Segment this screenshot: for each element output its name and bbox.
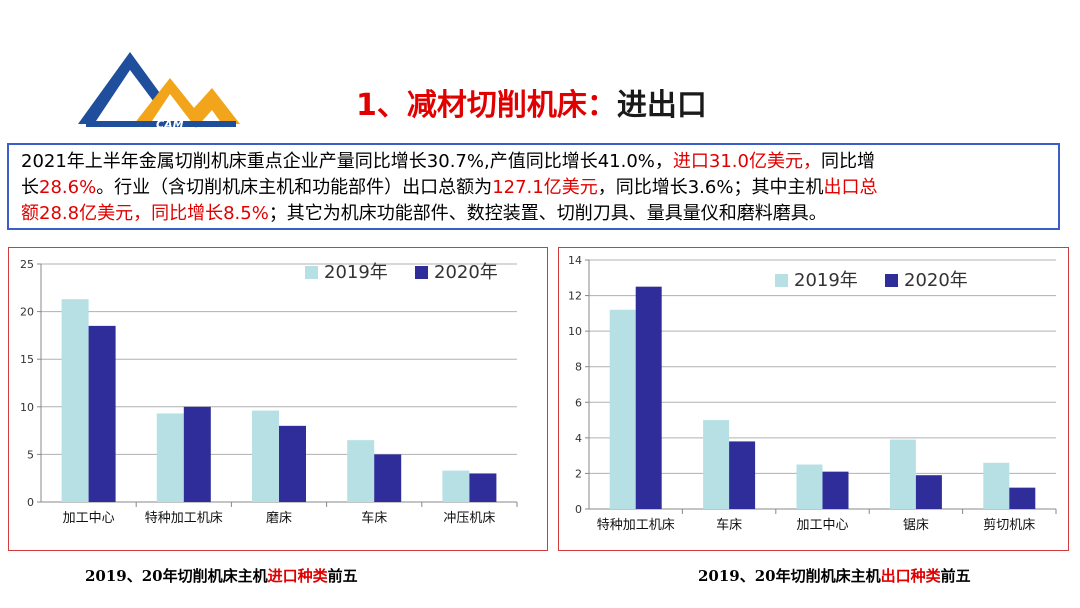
caption-segment: 2019、20年切削机床主机 [85,567,268,585]
bar-2020 [374,454,402,502]
summary-segment: 2021年上半年金属切削机床重点企业产量同比增长30.7%,产值同比增长41.0… [21,151,673,172]
caption-segment: 前五 [327,567,358,585]
x-category-label: 剪切机床 [983,517,1035,533]
bar-2019 [252,410,279,502]
page-title: 1、减材切削机床：进出口 [356,80,707,124]
summary-segment: 出口总 [823,177,878,198]
export-chart-caption: 2019、20年切削机床主机出口种类前五 [698,565,971,586]
bar-2019 [796,464,823,509]
page-title-tail: 进出口 [616,88,707,123]
summary-segment: 额28.8亿美元，同比增长8.5% [21,203,269,224]
y-tick-label: 12 [568,290,582,303]
y-tick-label: 14 [568,254,582,267]
caption-segment: 前五 [940,567,971,585]
summary-segment: 。行业（含切削机床主机和功能部件）出口总额为 [96,177,493,198]
bar-2020 [469,473,497,502]
caption-segment: 2019、20年切削机床主机 [698,567,881,585]
y-tick-label: 25 [20,258,34,271]
bar-2020 [635,286,662,509]
bar-2020 [1009,487,1036,509]
legend-swatch [305,266,318,279]
summary-segment: ；其它为机床功能部件、数控装置、切削刀具、量具量仪和磨料磨具。 [268,203,827,224]
x-category-label: 加工中心 [796,518,848,533]
y-tick-label: 0 [27,496,34,509]
summary-line-1: 2021年上半年金属切削机床重点企业产量同比增长30.7%,产值同比增长41.0… [21,149,1048,175]
legend-swatch [415,266,428,279]
bar-2019 [609,309,636,509]
bar-2020 [729,441,756,509]
summary-segment: ，同比增长3.6%；其中主机 [597,177,824,198]
x-category-label: 锯床 [903,518,929,533]
bar-2019 [61,299,89,502]
y-tick-label: 2 [575,467,582,480]
import-bar-chart: 0 5 10 15 20 25 加工中心 特种加工机床 磨床 车床 冲压机床 2019年 2020年 [20,258,518,526]
export-chart-panel: 0 2 4 6 8 10 12 14 特种加工机床 车床 加工中心 锯床 剪切机床 2019年 2020年 [558,247,1069,551]
x-category-label: 车床 [716,517,742,533]
bar-2019 [442,470,470,502]
x-category-label: 车床 [361,510,387,526]
y-tick-label: 20 [20,306,34,319]
bar-2020 [279,425,306,502]
bar-2020 [183,406,211,502]
summary-segment: 127.1亿美元 [492,177,598,198]
bar-2020 [915,475,942,509]
legend-swatch [885,274,898,287]
y-tick-label: 6 [575,396,582,409]
bar-2019 [983,462,1010,509]
summary-segment: 同比增 [820,151,875,172]
bar-2020 [822,471,849,509]
summary-box: 2021年上半年金属切削机床重点企业产量同比增长30.7%,产值同比增长41.0… [7,143,1060,230]
summary-line-2: 长28.6%。行业（含切削机床主机和功能部件）出口总额为127.1亿美元，同比增… [21,175,1048,201]
bar-2019 [703,420,730,509]
summary-segment: 28.6% [39,177,97,198]
legend-label: 2019年 [324,262,388,283]
x-category-label: 磨床 [266,511,292,526]
y-tick-label: 10 [568,325,582,338]
y-tick-label: 8 [575,361,582,374]
logo-text: CAM [156,118,184,130]
bar-2019 [156,413,184,502]
x-category-label: 特种加工机床 [597,518,675,533]
legend-label: 2020年 [904,270,968,291]
page-title-main: 1、减材切削机床： [356,88,617,123]
import-chart-panel: 0 5 10 15 20 25 加工中心 特种加工机床 磨床 车床 冲压机床 2019年 2020年 [8,247,548,551]
bar-2019 [347,440,375,502]
x-category-label: 冲压机床 [443,511,495,526]
x-category-label: 特种加工机床 [145,511,223,526]
y-tick-label: 5 [27,448,34,461]
summary-line-3: 额28.8亿美元，同比增长8.5%；其它为机床功能部件、数控装置、切削刀具、量具… [21,201,1048,227]
y-tick-label: 10 [20,401,34,414]
bar-2020 [88,325,116,502]
summary-segment: 长 [21,177,39,198]
y-tick-label: 0 [575,503,582,516]
y-tick-label: 15 [20,353,34,366]
import-chart-caption: 2019、20年切削机床主机进口种类前五 [85,565,358,586]
export-bar-chart: 0 2 4 6 8 10 12 14 特种加工机床 车床 加工中心 锯床 剪切机床 2019年 2020年 [568,254,1057,533]
caption-segment: 进口种类 [267,567,328,585]
legend-label: 2019年 [794,270,858,291]
cam-logo: CAM [74,48,242,131]
x-category-label: 加工中心 [63,511,115,526]
legend-swatch [775,274,788,287]
caption-segment: 出口种类 [880,567,941,585]
legend-label: 2020年 [434,262,498,283]
y-tick-label: 4 [575,432,582,445]
bar-2019 [889,439,916,509]
summary-segment: 进口31.0亿美元， [672,151,821,172]
